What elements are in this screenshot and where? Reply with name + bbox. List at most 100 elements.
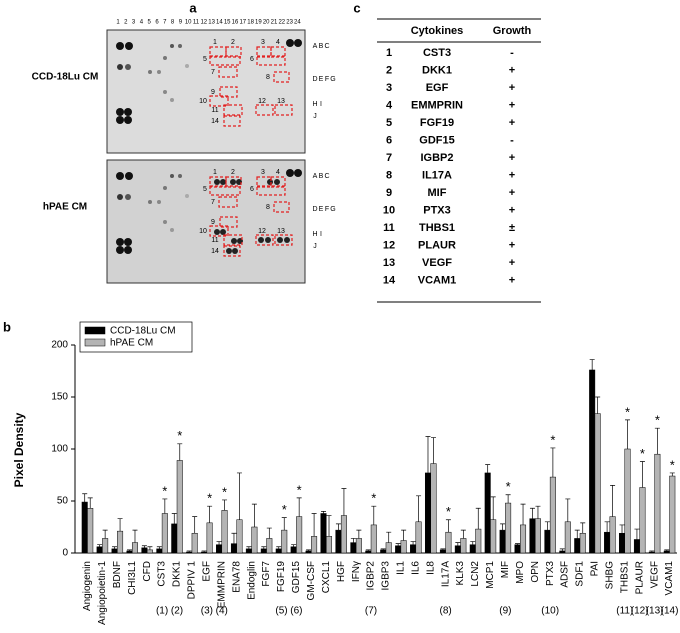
highlight-box: [255, 104, 274, 116]
x-tick-label: IL17A: [440, 561, 451, 587]
table-cell: PLAUR: [418, 239, 456, 251]
table-cell: FGF19: [420, 117, 454, 129]
blot-spot: [125, 64, 131, 70]
error-bar: [589, 359, 595, 370]
bar: [604, 531, 611, 554]
bar: [624, 448, 631, 554]
bar: [505, 502, 512, 554]
bar: [266, 538, 273, 554]
bar: [609, 516, 616, 554]
table-cell: VCAM1: [418, 274, 457, 286]
row-letter: A: [313, 173, 318, 180]
blot-spot: [125, 194, 131, 200]
error-bar: [350, 538, 356, 543]
bar: [81, 501, 88, 554]
blot-spot: [125, 172, 133, 180]
column-number: 4: [140, 20, 144, 26]
box-label: 2: [231, 39, 235, 46]
x-tick-label: GM-CSF: [306, 561, 317, 600]
x-tick-label: SDF1: [575, 561, 586, 587]
box-label: 9: [211, 89, 215, 96]
box-label: 5: [203, 56, 207, 63]
column-number: 9: [179, 20, 183, 26]
highlight-box: [255, 234, 274, 246]
column-number: 1: [116, 20, 120, 26]
blot-spot: [163, 56, 167, 60]
table-cell: VEGF: [422, 257, 452, 269]
error-bar: [97, 544, 103, 547]
blot-spot: [116, 108, 124, 116]
blot-spot: [274, 179, 280, 185]
bar: [654, 453, 661, 554]
table-cell: -: [510, 134, 514, 146]
bar: [395, 545, 402, 554]
error-bar: [291, 544, 297, 547]
error-bar: [520, 503, 526, 525]
bar: [454, 545, 461, 554]
error-bar: [559, 548, 565, 551]
table-cell: EMMPRIN: [411, 99, 463, 111]
column-number: 12: [200, 20, 207, 26]
category-note: (2): [171, 606, 183, 617]
row-letter: D: [312, 206, 317, 213]
category-note: (3): [201, 606, 213, 617]
bar: [564, 521, 571, 554]
error-bar: [604, 521, 610, 533]
table-cell: 12: [383, 239, 395, 251]
bar: [385, 542, 392, 554]
error-bar: [276, 546, 282, 549]
highlight-box: [273, 71, 290, 83]
table-cell: 1: [386, 47, 392, 59]
panel-label: b: [3, 319, 11, 334]
blot-spot: [286, 169, 294, 177]
error-bar: [87, 497, 93, 509]
error-bar: [625, 419, 631, 449]
error-bar: [580, 522, 586, 534]
x-tick-label: CST3: [157, 561, 168, 587]
x-tick-label: IL8: [425, 561, 436, 575]
blot-spot: [124, 116, 132, 124]
error-bar: [490, 496, 496, 520]
x-tick-label: EGF: [202, 561, 213, 582]
table-cell: +: [509, 99, 515, 111]
highlight-box: [223, 245, 241, 257]
column-number: 14: [216, 20, 223, 26]
error-bar: [231, 532, 237, 544]
error-bar: [460, 529, 466, 539]
x-tick-label: FGF19: [276, 561, 287, 593]
error-bar: [649, 550, 655, 552]
error-bar: [126, 549, 132, 551]
x-tick-label: ADSF: [560, 561, 571, 588]
x-tick-label: VEGF: [649, 561, 660, 588]
column-number: 5: [148, 20, 152, 26]
highlight-box: [218, 66, 238, 78]
column-number: 13: [208, 20, 215, 26]
significance-mark: *: [177, 428, 182, 443]
table-cell: EGF: [426, 82, 449, 94]
significance-mark: *: [207, 491, 212, 506]
error-bar: [177, 443, 183, 461]
box-label: 13: [277, 228, 285, 235]
x-tick-label: CXCL1: [321, 561, 332, 594]
error-bar: [341, 488, 347, 516]
highlight-box: [209, 95, 229, 107]
bar: [445, 531, 452, 554]
error-bar: [117, 518, 123, 532]
row-letter: I: [320, 231, 322, 238]
y-tick-label: 100: [51, 444, 68, 455]
error-bar: [321, 511, 327, 514]
error-bar: [669, 472, 675, 477]
error-bar: [550, 447, 556, 478]
bar: [579, 532, 586, 554]
highlight-box: [256, 55, 286, 66]
highlight-box: [223, 234, 243, 246]
x-tick-label: HGF: [336, 561, 347, 582]
row-letter: B: [319, 43, 324, 50]
blot-spot: [124, 108, 132, 116]
blot-spot: [157, 200, 161, 204]
box-label: 12: [258, 98, 266, 105]
row-letter: J: [313, 113, 317, 120]
bar: [230, 543, 237, 554]
highlight-box: [219, 216, 238, 228]
highlight-box: [270, 176, 286, 188]
